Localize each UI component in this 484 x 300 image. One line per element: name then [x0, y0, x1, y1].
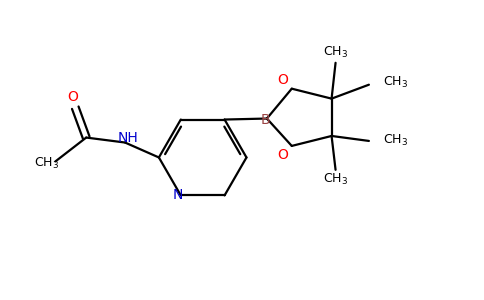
Text: CH$_3$: CH$_3$: [383, 75, 408, 90]
Text: O: O: [277, 148, 288, 162]
Text: O: O: [277, 73, 288, 87]
Text: NH: NH: [117, 130, 138, 145]
Text: CH$_3$: CH$_3$: [34, 156, 59, 172]
Text: CH$_3$: CH$_3$: [323, 45, 348, 60]
Text: O: O: [67, 90, 78, 104]
Text: N: N: [173, 188, 183, 203]
Text: B: B: [261, 112, 271, 127]
Text: CH$_3$: CH$_3$: [323, 172, 348, 187]
Text: CH$_3$: CH$_3$: [383, 134, 408, 148]
